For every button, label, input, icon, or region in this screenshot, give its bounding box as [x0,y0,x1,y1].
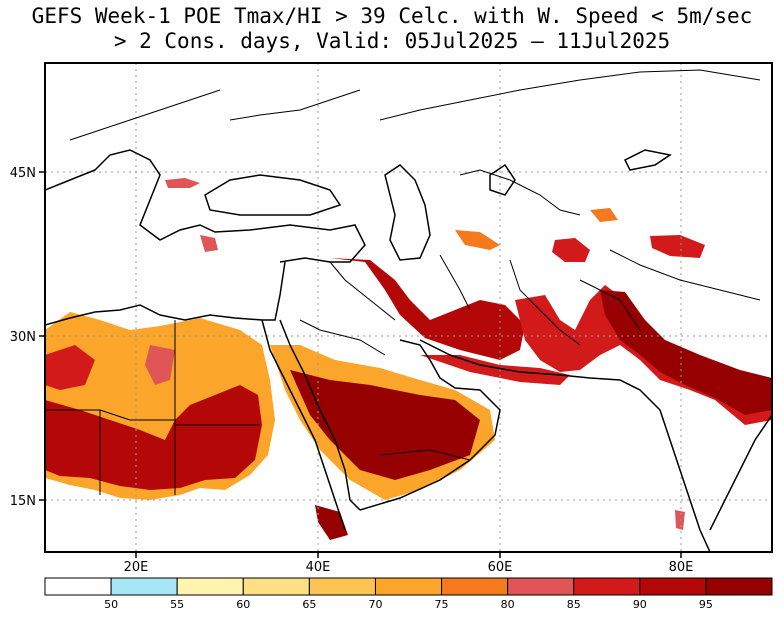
lon-label-80: 80E [669,560,694,575]
shade-bulgaria [165,178,200,188]
shade-sahara-mid [45,345,95,390]
shade-gulf-coast [420,355,570,385]
map-gridlines [45,63,772,552]
colorbar-label: 85 [567,598,581,611]
colorbar-swatch [573,577,641,596]
colorbar-label: 90 [633,598,647,611]
map-title-line1: GEFS Week-1 POE Tmax/HI > 39 Celc. with … [31,4,753,28]
colorbar-swatch [44,577,112,596]
shade-pakistan-inner [600,290,772,415]
shade-uzbek [590,208,618,222]
colorbar-label: 55 [170,598,184,611]
axis-ticks [39,171,682,558]
colorbar-swatch [639,577,707,596]
map-frame [44,62,773,553]
colorbar-label: 70 [368,598,382,611]
probability-shading [45,178,772,540]
colorbar-swatch [507,577,575,596]
shade-india-south [675,510,685,530]
colorbar-swatch [176,577,244,596]
shade-iraq-iran [330,258,525,360]
shade-afghanistan [552,238,590,262]
lat-label-15: 15N [10,494,36,509]
colorbar-label: 80 [501,598,515,611]
shade-tarim [650,235,705,258]
colorbar-swatch [308,577,376,596]
colorbar-swatch [374,577,443,596]
colorbar-label: 65 [302,598,316,611]
shade-turkmen [455,230,500,250]
map-title-line2: > 2 Cons. days, Valid: 05Jul2025 – 11Jul… [113,29,671,53]
shade-egypt [145,345,175,385]
lat-label-30: 30N [10,330,36,345]
colorbar: 50 55 60 65 70 75 80 85 90 95 [44,577,773,611]
shade-turkey [200,235,218,252]
country-borders [45,69,761,495]
colorbar-swatch [441,577,509,596]
colorbar-label: 50 [104,598,118,611]
shade-arabia-inner [290,370,480,480]
colorbar-swatch [110,577,178,596]
lon-label-20: 20E [124,560,149,575]
shade-sahara-inner [45,385,262,490]
lat-label-45: 45N [10,166,36,181]
colorbar-label: 60 [236,598,250,611]
colorbar-swatch [242,577,310,596]
lon-label-40: 40E [306,560,331,575]
colorbar-label: 75 [435,598,449,611]
colorbar-label: 95 [699,598,713,611]
lon-label-60: 60E [488,560,513,575]
coastlines [45,149,772,552]
colorbar-swatch [705,577,773,596]
